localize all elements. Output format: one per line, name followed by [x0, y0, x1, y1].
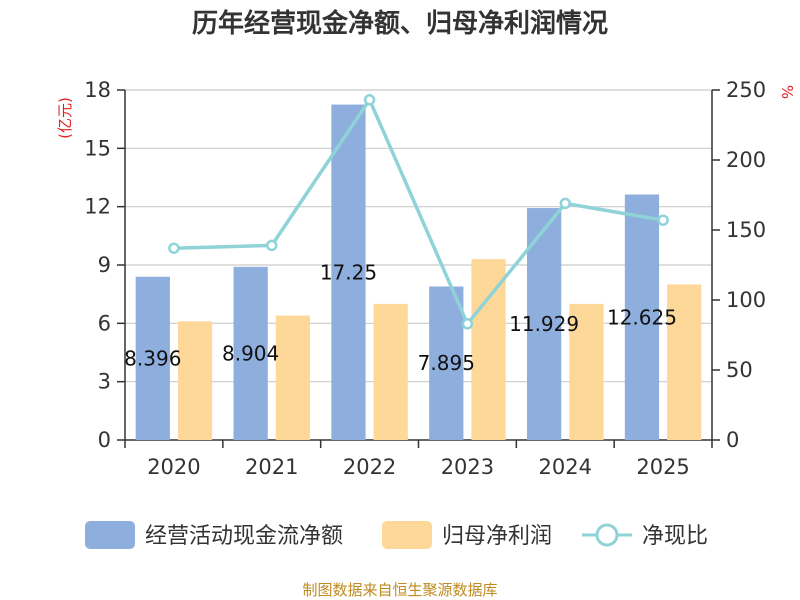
bar-profit: [569, 303, 604, 440]
bar-profit: [373, 303, 408, 440]
left-axis-tick-label: 12: [84, 195, 111, 219]
ratio-point: [168, 242, 180, 254]
ratio-point: [559, 197, 571, 210]
left-axis: 0 3 6 9 12 15 18: [84, 78, 126, 452]
x-axis-tick-label: 2024: [539, 455, 592, 479]
right-axis: 0 50 100 150 200 250: [711, 78, 766, 452]
ratio-point: [266, 239, 278, 252]
legend-label-cashflow: 经营活动现金流净额: [145, 524, 343, 549]
x-axis: 2020 2021 2022 2023 2024 2025: [124, 439, 713, 479]
bar-cashflow: [527, 208, 562, 440]
cashflow-data-label: 12.625: [607, 305, 677, 329]
ratio-point: [657, 214, 669, 226]
source-note: 制图数据来自恒生聚源数据库: [302, 581, 497, 599]
ratio-line: [168, 94, 669, 330]
x-axis-tick-label: 2022: [343, 455, 396, 479]
legend: 经营活动现金流净额 归母净利润 净现比: [85, 521, 708, 549]
data-labels: 8.396 8.904 17.25 7.895 11.929 12.625: [124, 260, 677, 375]
left-axis-tick-label: 3: [98, 370, 111, 394]
x-axis-tick-label: 2023: [441, 455, 494, 479]
cashflow-data-label: 8.396: [124, 346, 181, 370]
cashflow-data-label: 8.904: [222, 341, 279, 365]
legend-swatch-profit: [382, 521, 432, 549]
x-axis-tick-label: 2025: [636, 455, 689, 479]
chart-title: 历年经营现金净额、归母净利润情况: [192, 8, 608, 39]
cashflow-data-label: 17.25: [320, 260, 377, 284]
legend-label-ratio: 净现比: [642, 524, 708, 549]
left-axis-unit: (亿元): [56, 97, 74, 139]
right-axis-tick-label: 200: [726, 148, 766, 172]
left-axis-tick-label: 18: [84, 78, 111, 102]
bar-cashflow: [429, 286, 464, 440]
cashflow-data-label: 7.895: [418, 351, 475, 375]
right-axis-tick-label: 150: [726, 218, 766, 242]
bar-cashflow: [624, 194, 660, 440]
x-axis-tick-label: 2021: [245, 455, 298, 479]
bar-profit: [471, 259, 506, 440]
ratio-point: [363, 94, 376, 106]
right-axis-tick-label: 100: [726, 288, 766, 312]
bar-cashflow: [233, 266, 268, 440]
ratio-line-path: [173, 96, 664, 328]
bar-profit: [275, 315, 310, 440]
bar-profit: [177, 321, 213, 440]
left-axis-tick-label: 6: [98, 311, 111, 335]
bar-cashflow: [135, 276, 170, 440]
right-axis-tick-label: 250: [726, 78, 766, 102]
right-axis-tick-label: 0: [726, 428, 739, 452]
legend-swatch-ratio-marker: [595, 523, 619, 547]
bars: [135, 104, 702, 440]
ratio-point: [461, 318, 474, 330]
left-axis-tick-label: 0: [98, 428, 111, 452]
right-axis-tick-label: 50: [726, 358, 753, 382]
legend-label-profit: 归母净利润: [442, 524, 552, 549]
left-axis-tick-label: 15: [84, 136, 111, 160]
legend-swatch-cashflow: [85, 521, 135, 549]
bar-profit: [667, 284, 702, 440]
bar-cashflow: [331, 104, 366, 440]
x-axis-tick-label: 2020: [147, 455, 200, 479]
grid: [125, 89, 712, 383]
cashflow-data-label: 11.929: [509, 312, 579, 336]
right-axis-unit: %: [778, 85, 796, 99]
left-axis-tick-label: 9: [98, 253, 111, 277]
